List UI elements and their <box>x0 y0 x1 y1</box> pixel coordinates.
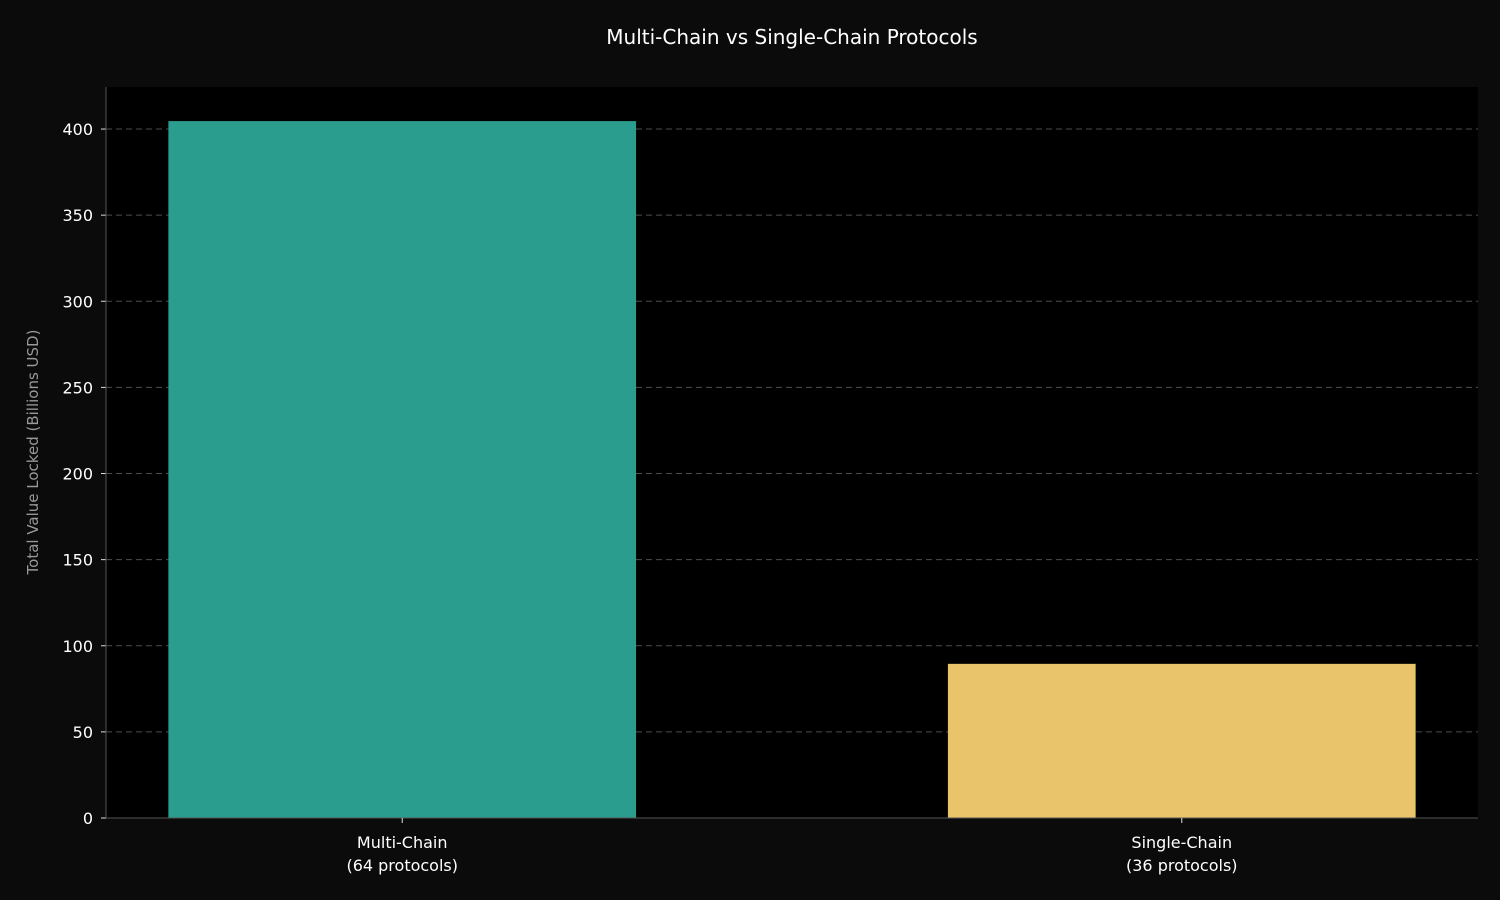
y-tick-label: 0 <box>83 809 93 828</box>
y-tick-label: 250 <box>62 378 93 397</box>
y-tick-label: 300 <box>62 292 93 311</box>
y-tick-label: 150 <box>62 551 93 570</box>
x-tick-label: Single-Chain (36 protocols) <box>1126 833 1238 875</box>
bar-1 <box>947 663 1416 818</box>
chart-title: Multi-Chain vs Single-Chain Protocols <box>606 25 977 49</box>
y-tick-label: 400 <box>62 120 93 139</box>
y-tick-label: 200 <box>62 465 93 484</box>
y-tick-label: 50 <box>73 723 93 742</box>
x-tick-label: Multi-Chain (64 protocols) <box>346 833 458 875</box>
y-tick-label: 350 <box>62 206 93 225</box>
y-axis-label: Total Value Locked (Billions USD) <box>24 330 42 576</box>
bar-0 <box>168 121 637 819</box>
y-tick-label: 100 <box>62 637 93 656</box>
